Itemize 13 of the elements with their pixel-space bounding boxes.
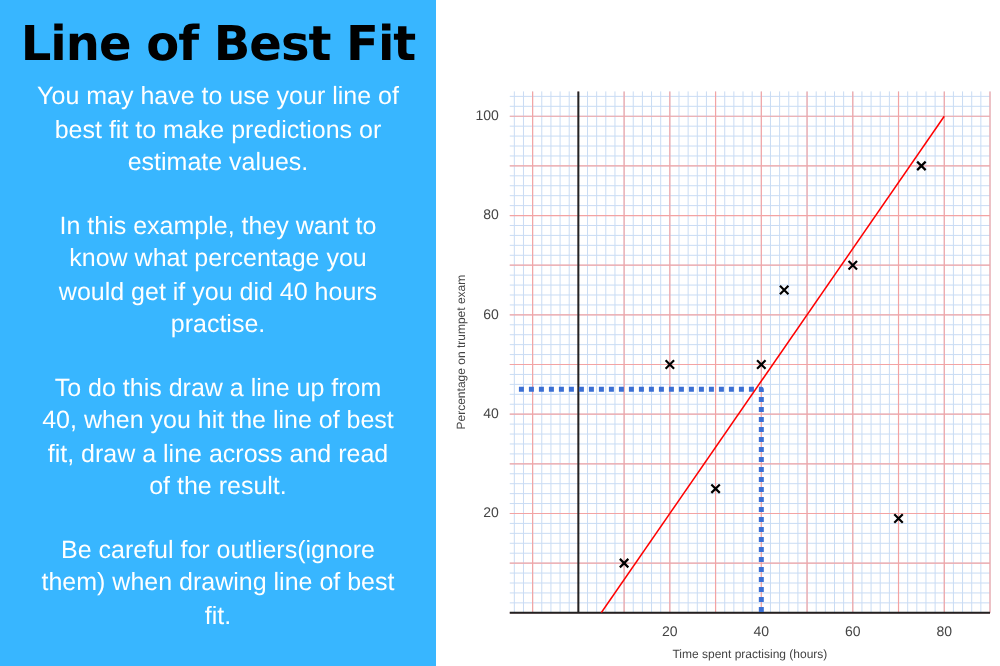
point [710, 483, 721, 494]
chart-title: Line of Best Fit [18, 16, 418, 72]
point [618, 557, 630, 569]
point [664, 359, 676, 370]
point [893, 513, 904, 524]
text: Be careful for outliers(ignore them) when drawing line of best fit. [39, 533, 397, 632]
point [916, 160, 927, 172]
point [847, 259, 859, 271]
text: You may have to use your line of best fit to make predictions or estimate values. [36, 80, 400, 179]
text: To do this draw a line up from 40, when you hit the line of best fit, draw a line across and read of the result. [40, 371, 396, 503]
point [778, 284, 790, 296]
text: In this example, they want to know what percentage you would get if you did 40 hours practise. [56, 209, 380, 341]
point [755, 359, 767, 370]
